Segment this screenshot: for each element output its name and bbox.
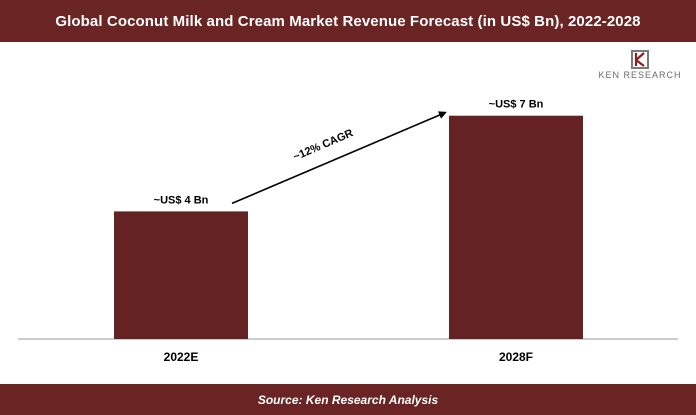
cagr-annotation: ~12% CAGR (292, 127, 356, 163)
x-tick-label-2022e: 2022E (164, 350, 199, 364)
bar-2028f (449, 115, 583, 339)
source-note: Source: Ken Research Analysis (0, 384, 696, 415)
x-tick-label-2028f: 2028F (499, 350, 533, 364)
cagr-arrow (231, 111, 447, 205)
chart-title: Global Coconut Milk and Cream Market Rev… (0, 0, 696, 42)
ken-research-logo-icon (631, 50, 649, 69)
ken-research-logo: KEN RESEARCH (592, 50, 688, 84)
bar-chart: ~US$ 4 Bn 2022E ~US$ 7 Bn 2028F ~12% CAGR (18, 99, 678, 364)
data-label-2028f: ~US$ 7 Bn (489, 99, 544, 111)
bar-2022e (114, 211, 248, 339)
logo-text: KEN RESEARCH (598, 70, 682, 80)
data-label-2022e: ~US$ 4 Bn (154, 194, 209, 206)
